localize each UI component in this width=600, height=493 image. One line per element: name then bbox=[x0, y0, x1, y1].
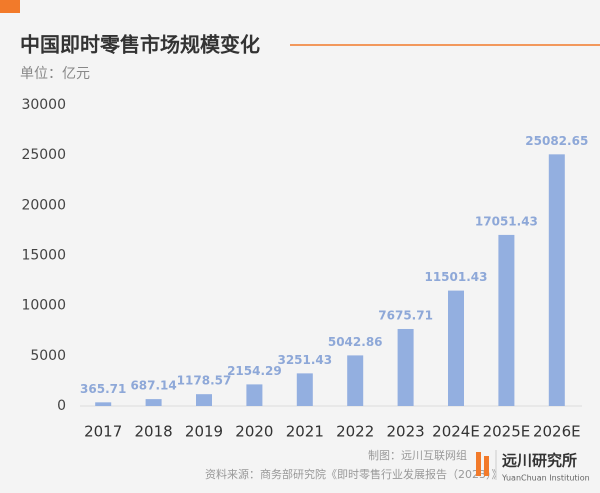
corner-mark bbox=[0, 0, 20, 13]
source: 资料来源：商务部研究院《即时零售行业发展报告（2023）》 bbox=[205, 467, 503, 481]
chart-title: 中国即时零售市场规模变化 bbox=[20, 33, 260, 57]
x-tick-label: 2024E bbox=[432, 423, 480, 441]
bar bbox=[145, 399, 162, 406]
bar bbox=[548, 154, 565, 406]
value-label: 3251.43 bbox=[277, 353, 332, 367]
x-tick-label: 2023 bbox=[387, 423, 425, 441]
x-tick-label: 2021 bbox=[286, 423, 324, 441]
value-label: 17051.43 bbox=[475, 214, 538, 228]
value-label: 11501.43 bbox=[424, 270, 487, 284]
value-label: 7675.71 bbox=[378, 308, 433, 322]
x-tick-label: 2018 bbox=[135, 423, 173, 441]
y-tick-label: 0 bbox=[57, 398, 66, 414]
bar bbox=[397, 328, 414, 406]
bar bbox=[246, 384, 263, 406]
value-label: 5042.86 bbox=[328, 335, 383, 349]
x-tick-label: 2022 bbox=[336, 423, 374, 441]
y-tick-label: 5000 bbox=[30, 348, 66, 364]
x-tick-label: 2019 bbox=[185, 423, 223, 441]
bar bbox=[196, 394, 212, 406]
value-label: 1178.57 bbox=[177, 374, 232, 388]
value-label: 365.71 bbox=[80, 382, 126, 396]
y-tick-label: 15000 bbox=[21, 248, 66, 264]
value-label: 25082.65 bbox=[525, 134, 588, 148]
x-tick-label: 2020 bbox=[235, 423, 273, 441]
credit: 制图：远川互联网组 bbox=[368, 448, 467, 462]
subtitle: 单位：亿元 bbox=[20, 66, 90, 82]
bar bbox=[448, 290, 464, 406]
bar bbox=[296, 373, 313, 406]
logo-subtitle: YuanChuan Institution bbox=[501, 474, 590, 483]
bar bbox=[347, 355, 364, 406]
y-tick-label: 10000 bbox=[21, 298, 66, 314]
logo-name: 远川研究所 bbox=[502, 452, 577, 470]
bar bbox=[498, 234, 515, 406]
x-tick-label: 2025E bbox=[483, 423, 531, 441]
value-label: 2154.29 bbox=[227, 364, 282, 378]
y-tick-label: 20000 bbox=[21, 197, 66, 213]
y-tick-label: 30000 bbox=[21, 97, 66, 113]
x-tick-label: 2017 bbox=[84, 423, 122, 441]
value-label: 687.14 bbox=[130, 379, 176, 393]
x-tick-label: 2026E bbox=[533, 423, 581, 441]
logo-icon bbox=[476, 450, 497, 480]
y-tick-label: 25000 bbox=[21, 147, 66, 163]
bar bbox=[95, 402, 112, 406]
